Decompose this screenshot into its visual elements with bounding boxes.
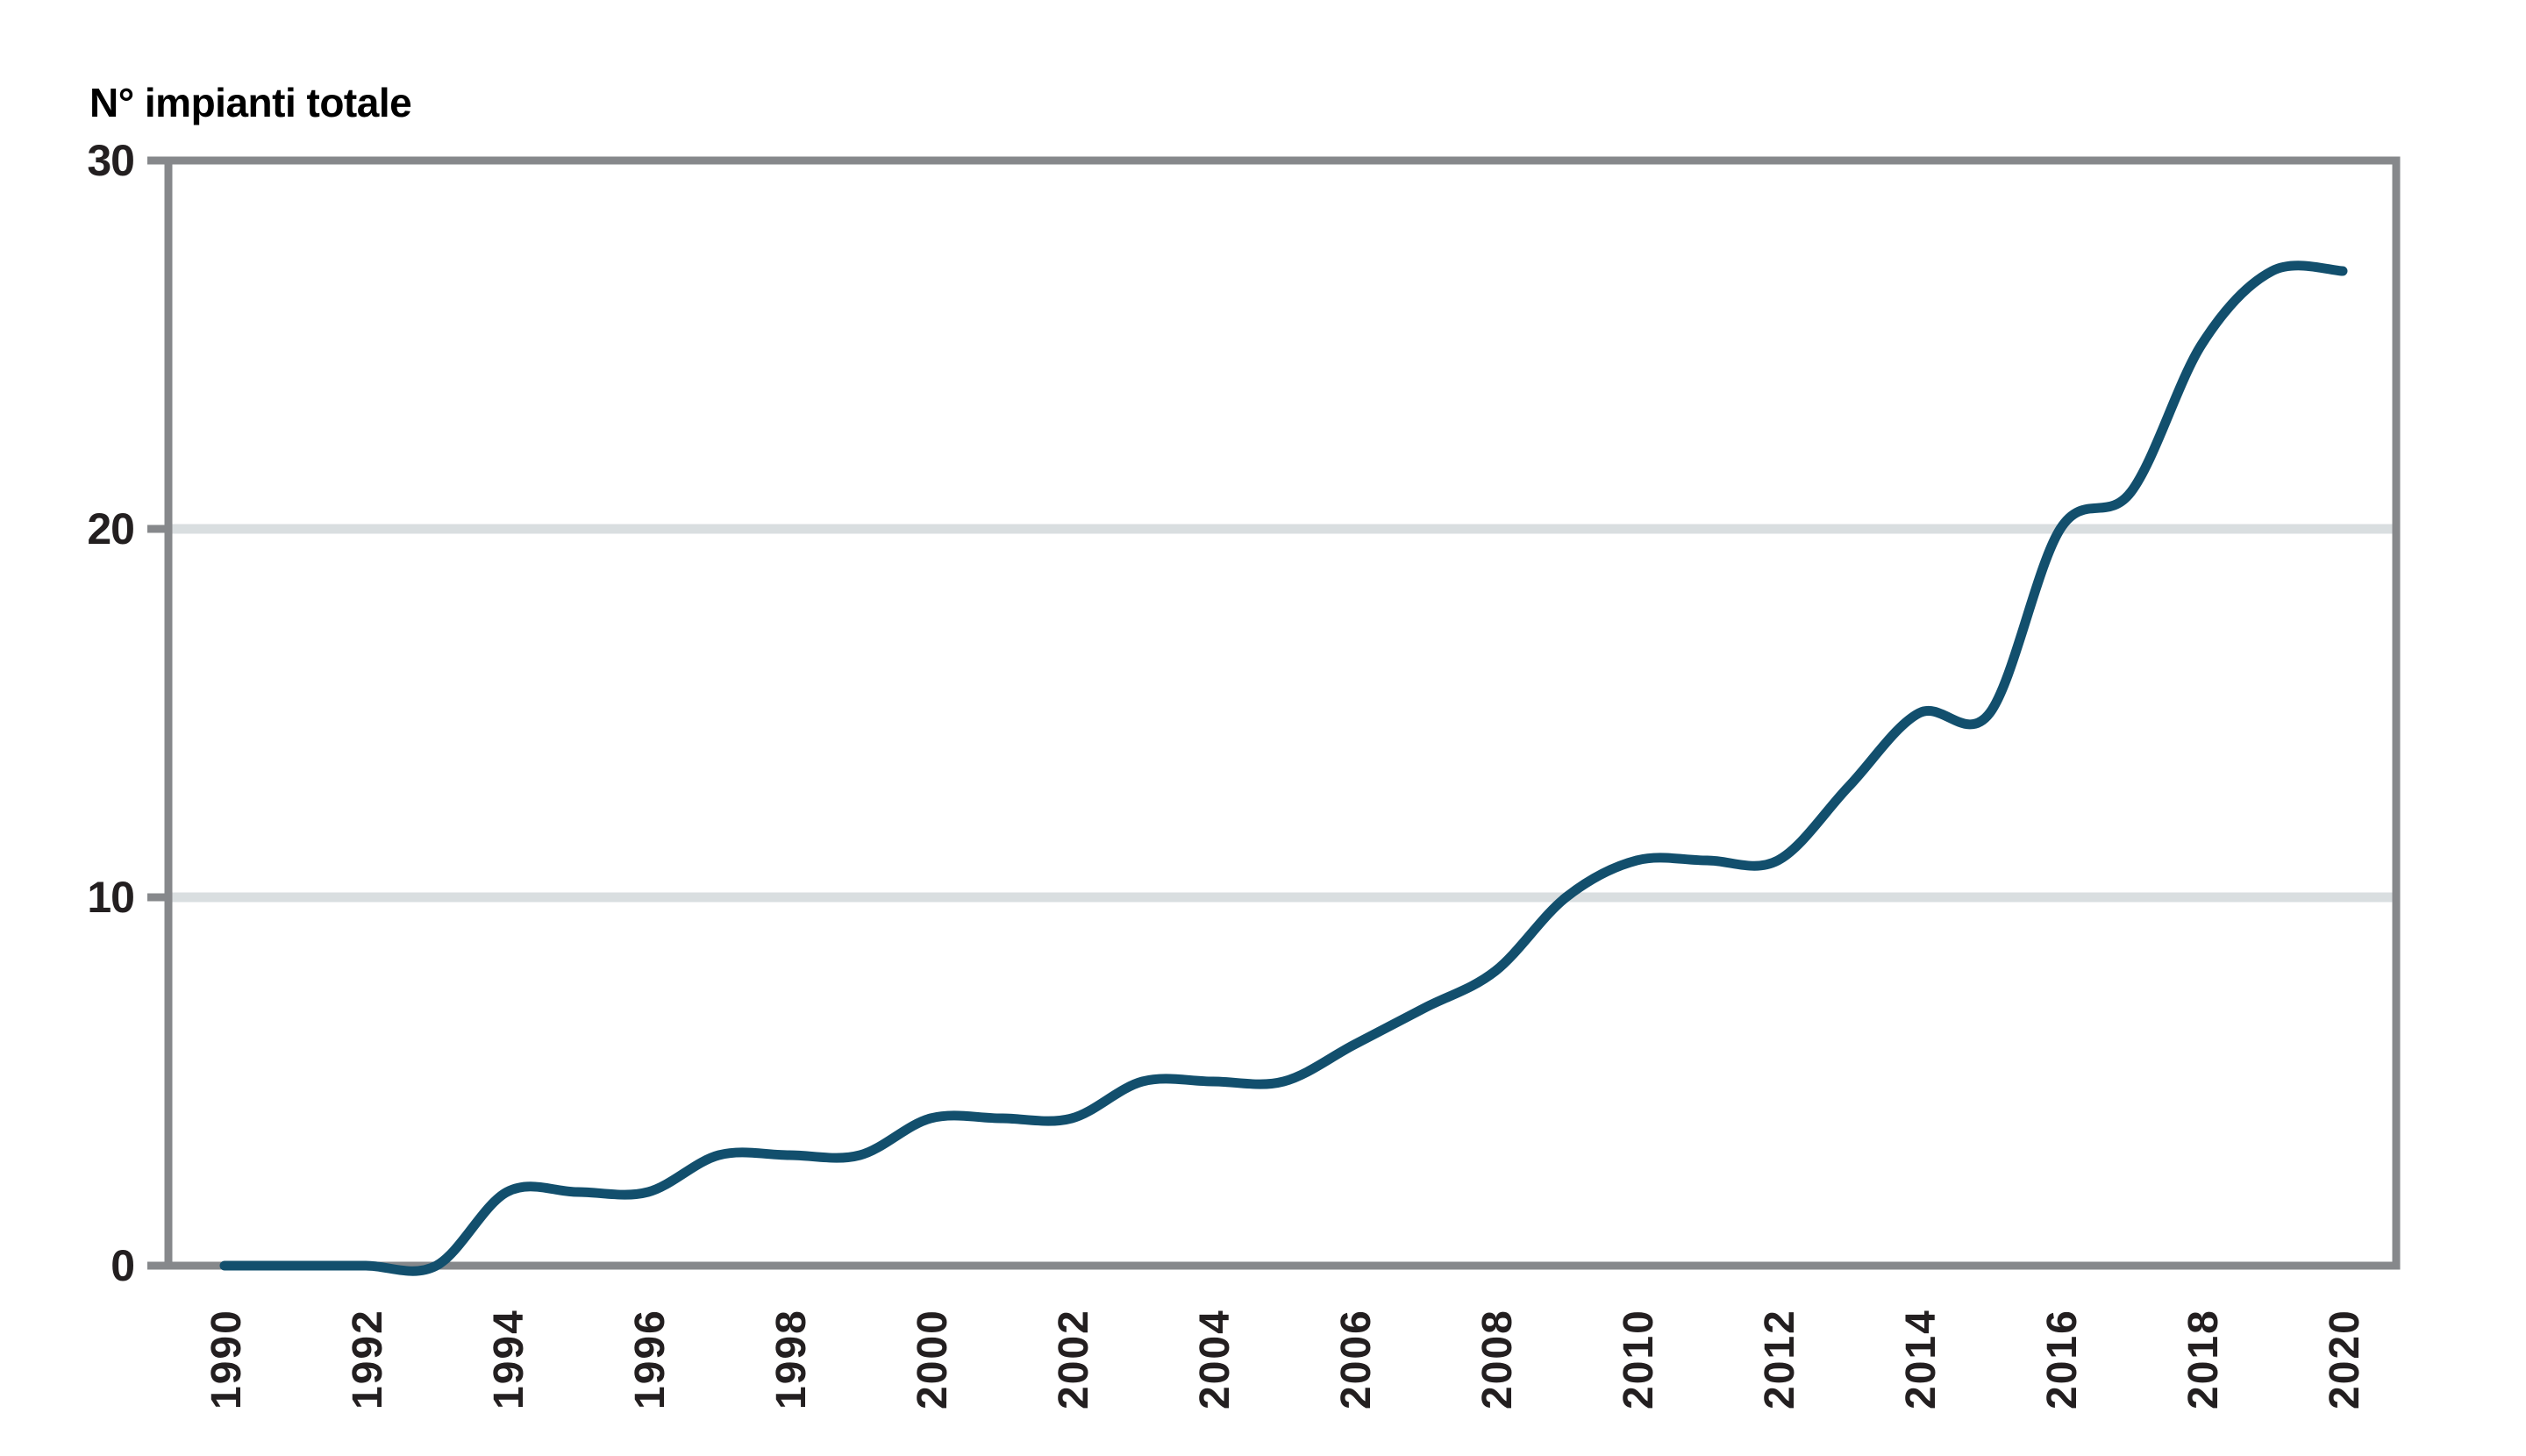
x-tick-label-2012: 2012 [1757,1309,1803,1410]
y-tick-label-30: 30 [87,136,134,185]
y-tick-label-0: 0 [111,1241,134,1290]
x-tick-label-1990: 1990 [203,1309,250,1410]
x-tick-label-1996: 1996 [627,1309,674,1410]
x-tick-label-2008: 2008 [1474,1309,1521,1410]
y-tick-label-10: 10 [87,873,134,922]
plot-area-border [164,156,2401,1270]
x-axis-labels: 1990 1992 1994 1996 1998 2000 2002 2004 2006 2008… [203,1309,2368,1410]
plot-border [164,156,2401,1270]
x-tick-label-2018: 2018 [2180,1309,2227,1410]
x-tick-label-2006: 2006 [1333,1309,1380,1410]
x-tick-label-2014: 2014 [1898,1309,1944,1410]
x-tick-label-2016: 2016 [2039,1309,2086,1410]
y-axis-ticks [147,156,168,1270]
x-tick-label-1992: 1992 [345,1309,391,1410]
chart-title: N° impianti totale [89,80,411,125]
total-plants-line [219,261,2348,1276]
x-tick-label-2010: 2010 [1616,1309,1662,1410]
data-series [219,261,2348,1276]
x-tick-label-1998: 1998 [768,1309,815,1410]
y-tick-label-20: 20 [87,504,134,553]
x-tick-label-2020: 2020 [2322,1309,2368,1410]
gridlines [168,524,2396,903]
y-axis-labels: 0 10 20 30 [87,136,135,1290]
x-tick-label-2000: 2000 [910,1309,956,1410]
x-tick-label-2004: 2004 [1192,1309,1238,1410]
x-tick-label-2002: 2002 [1051,1309,1097,1410]
x-tick-label-1994: 1994 [486,1309,532,1410]
